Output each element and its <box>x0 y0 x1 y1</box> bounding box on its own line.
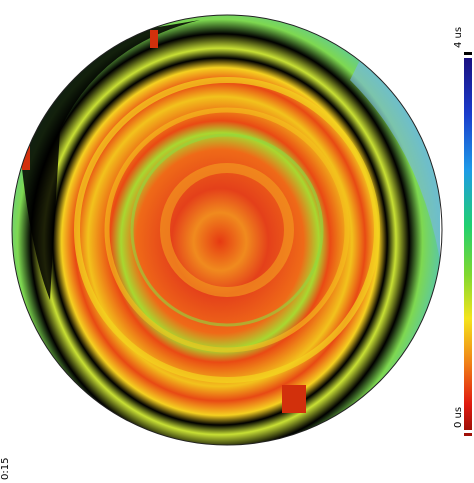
colorbar: 4 us 0 us <box>453 27 472 436</box>
colorbar-top-cap <box>464 52 472 55</box>
wafer-view: 4 us 0 us 0:15 <box>0 0 474 483</box>
page: 4 us 0 us 0:15 (() => { const data = JSO… <box>0 0 474 483</box>
colorbar-scale <box>464 58 472 430</box>
colorbar-top-label: 4 us <box>453 27 464 48</box>
timestamp: 0:15 <box>0 458 11 480</box>
colorbar-bottom-cap <box>464 433 472 436</box>
colorbar-bottom-label: 0 us <box>453 407 464 428</box>
